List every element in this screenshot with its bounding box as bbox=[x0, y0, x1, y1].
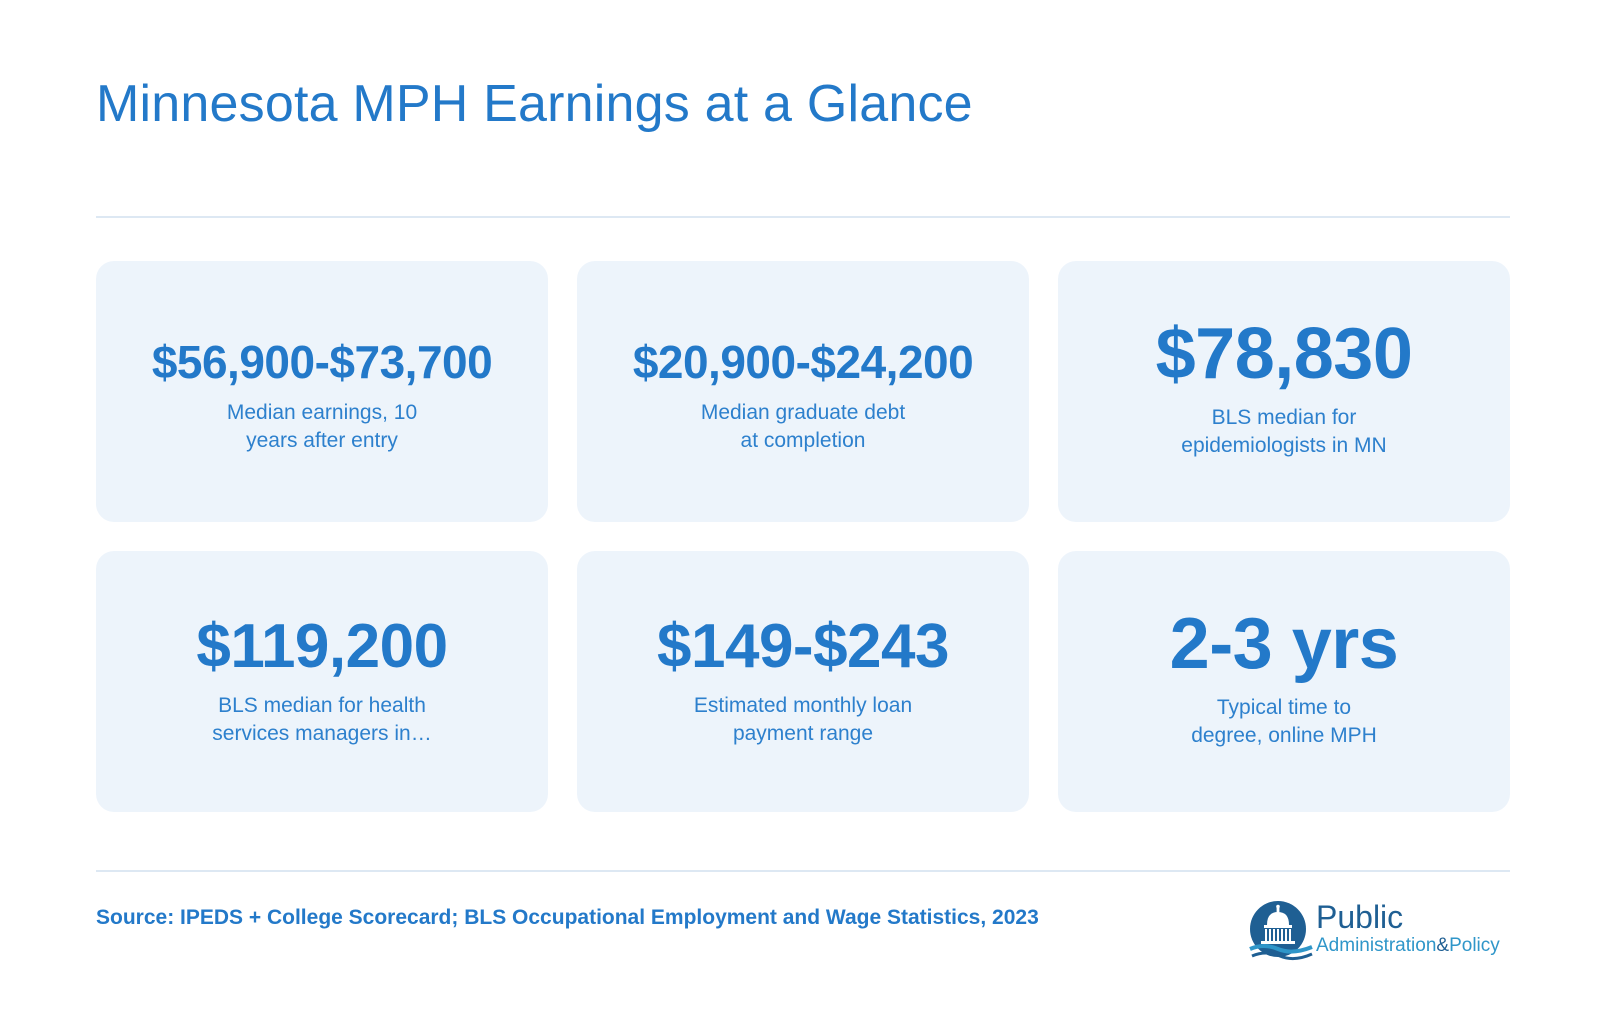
stat-label-line: epidemiologists in MN bbox=[1181, 433, 1387, 457]
stat-label-line: BLS median for health bbox=[218, 693, 426, 717]
stat-label-line: at completion bbox=[740, 428, 866, 452]
logo-word-secondary: Administration&Policy bbox=[1316, 935, 1500, 957]
stat-value: $56,900-$73,700 bbox=[151, 335, 493, 388]
stat-label-line: Estimated monthly loan bbox=[693, 693, 913, 717]
top-divider bbox=[96, 216, 1510, 218]
stat-label-line: years after entry bbox=[246, 428, 398, 452]
stat-value: $20,900-$24,200 bbox=[632, 335, 974, 388]
stat-label-line: Median earnings, 10 bbox=[226, 400, 418, 424]
logo-word-administration: Administration bbox=[1316, 935, 1437, 956]
source-note: Source: IPEDS + College Scorecard; BLS O… bbox=[96, 906, 1039, 929]
stat-label: Typical time to degree, online MPH bbox=[1191, 694, 1377, 750]
stat-value: $149-$243 bbox=[657, 611, 950, 681]
logo-ampersand: & bbox=[1436, 935, 1450, 956]
stat-label: BLS median for epidemiologists in MN bbox=[1181, 404, 1386, 460]
stat-label-line: BLS median for bbox=[1211, 405, 1357, 429]
stat-label: Median graduate debt at completion bbox=[701, 399, 905, 455]
stat-card-graduate-debt: $20,900-$24,200 Median graduate debt at … bbox=[577, 261, 1029, 522]
stat-card-epidemiologists: $78,830 BLS median for epidemiologists i… bbox=[1058, 261, 1510, 522]
capitol-dome-icon bbox=[1249, 901, 1313, 961]
stat-label-line: Median graduate debt bbox=[700, 400, 906, 424]
stat-label-line: degree, online MPH bbox=[1191, 723, 1377, 747]
stat-card-health-services-managers: $119,200 BLS median for health services … bbox=[96, 551, 548, 812]
stat-label-line: Typical time to bbox=[1216, 695, 1352, 719]
stat-card-grid: $56,900-$73,700 Median earnings, 10 year… bbox=[96, 261, 1510, 812]
stat-label-line: services managers in… bbox=[212, 721, 432, 745]
page-title: Minnesota MPH Earnings at a Glance bbox=[96, 75, 973, 133]
stat-card-loan-payment: $149-$243 Estimated monthly loan payment… bbox=[577, 551, 1029, 812]
stat-card-median-earnings: $56,900-$73,700 Median earnings, 10 year… bbox=[96, 261, 548, 522]
stat-value: $78,830 bbox=[1155, 313, 1413, 394]
stat-label: Median earnings, 10 years after entry bbox=[227, 399, 417, 455]
stat-label: Estimated monthly loan payment range bbox=[694, 692, 912, 748]
logo-word-primary: Public bbox=[1316, 899, 1404, 935]
stat-value: 2-3 yrs bbox=[1169, 603, 1399, 684]
stat-card-time-to-degree: 2-3 yrs Typical time to degree, online M… bbox=[1058, 551, 1510, 812]
stat-label: BLS median for health services managers … bbox=[212, 692, 431, 748]
brand-logo: Public Administration&Policy bbox=[1248, 897, 1510, 967]
stat-label-line: payment range bbox=[732, 721, 874, 745]
bottom-divider bbox=[96, 870, 1510, 872]
stat-value: $119,200 bbox=[196, 611, 448, 681]
logo-word-policy: Policy bbox=[1449, 935, 1500, 956]
